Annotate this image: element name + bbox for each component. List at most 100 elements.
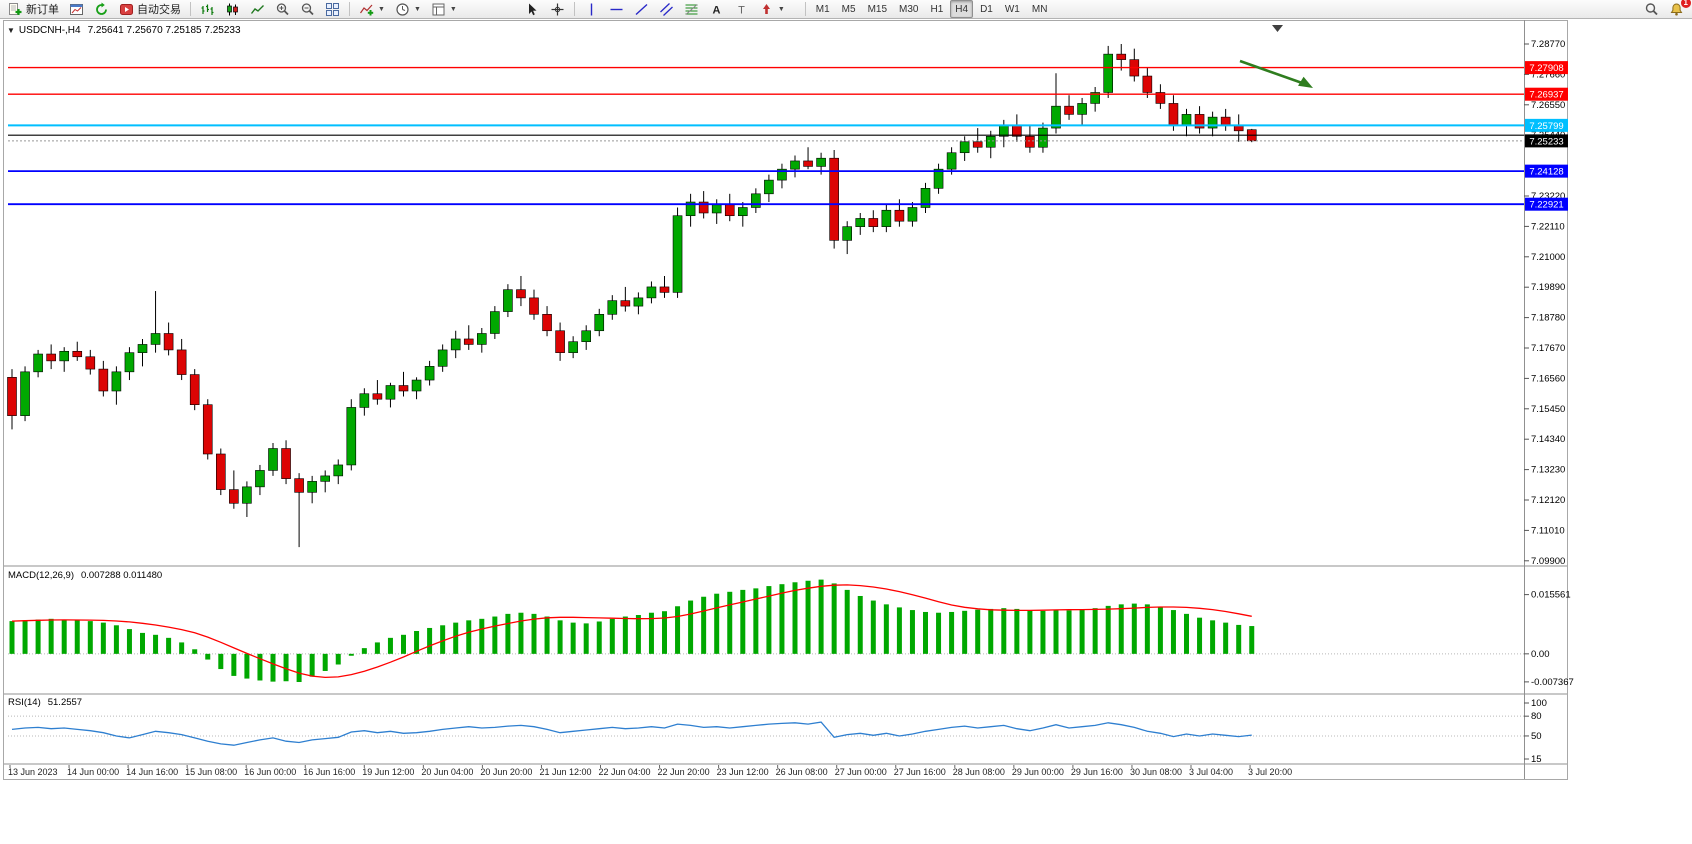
candle — [516, 275, 526, 307]
line-chart-button[interactable] — [246, 0, 269, 18]
timeframe-h4[interactable]: H4 — [950, 0, 974, 18]
price-line-badge[interactable]: 7.25799 — [1525, 118, 1568, 132]
text-button[interactable]: A — [705, 0, 728, 18]
time-axis-label: 23 Jun 12:00 — [717, 767, 769, 777]
arrows-button[interactable]: ▼ — [755, 0, 789, 18]
one-click-trading-toggle-icon[interactable]: ▼ — [7, 26, 15, 35]
macd-bar — [688, 600, 694, 654]
timeframe-m1[interactable]: M1 — [815, 3, 830, 15]
tile-windows-button[interactable] — [321, 0, 344, 18]
candle — [503, 284, 513, 318]
timeframe-m15[interactable]: M15 — [867, 3, 888, 15]
macd-bar — [153, 634, 159, 654]
candle — [20, 366, 30, 422]
price-tick-label: 7.14340 — [1531, 434, 1565, 445]
timeframe-m30[interactable]: M30 — [899, 3, 919, 15]
timeframe-h1[interactable]: H1 — [930, 3, 944, 15]
chart-shift-marker[interactable] — [1272, 25, 1283, 32]
candle — [333, 459, 344, 485]
candlestick-chart-button[interactable] — [221, 0, 244, 18]
crosshair-button[interactable] — [546, 0, 569, 18]
macd-bar — [100, 622, 106, 654]
time-axis-label: 15 Jun 08:00 — [185, 767, 237, 777]
macd-bar — [492, 616, 498, 654]
refresh-button[interactable] — [90, 0, 113, 18]
macd-bar — [1105, 605, 1111, 654]
macd-bar — [596, 621, 602, 654]
new-order-button[interactable]: 新订单 — [4, 0, 63, 18]
svg-text:7.27908: 7.27908 — [1529, 63, 1563, 74]
macd-bar — [414, 631, 420, 654]
timeframe-w1[interactable]: W1 — [1004, 3, 1020, 15]
channel-icon — [659, 2, 674, 17]
candle — [855, 212, 866, 235]
zoom-in-button[interactable] — [271, 0, 294, 18]
price-line-badge[interactable]: 7.24128 — [1525, 164, 1568, 178]
macd-bar — [440, 625, 446, 654]
time-axis-label: 14 Jun 16:00 — [126, 767, 178, 777]
macd-bar — [988, 608, 994, 654]
text-label-icon: T — [734, 2, 749, 17]
macd-bar — [818, 579, 824, 654]
candle — [281, 440, 291, 485]
trendline-button[interactable] — [630, 0, 653, 18]
autotrade-button[interactable]: 自动交易 — [115, 0, 185, 18]
macd-bar — [309, 653, 315, 677]
vertical-line-button[interactable] — [580, 0, 603, 18]
indicators-icon — [359, 2, 374, 17]
candle — [72, 341, 83, 361]
bid-price-badge[interactable]: 7.25233 — [1525, 134, 1568, 148]
toolbar-separator — [349, 2, 350, 16]
candle — [1077, 97, 1087, 126]
indicators-button[interactable]: ▼ — [355, 0, 389, 18]
periods-button[interactable]: ▼ — [391, 0, 425, 18]
macd-bar — [714, 593, 720, 654]
candle — [294, 473, 304, 548]
price-line-badge[interactable]: 7.27908 — [1525, 61, 1568, 75]
search-button[interactable] — [1640, 0, 1663, 18]
price-line-badge[interactable]: 7.26937 — [1525, 87, 1568, 101]
candle — [1116, 44, 1127, 71]
templates-button[interactable]: ▼ — [427, 0, 461, 18]
price-tick-label: 7.18780 — [1531, 313, 1565, 324]
price-tick-label: 7.23220 — [1531, 191, 1565, 202]
vertical-line-icon — [584, 2, 599, 17]
alerts-button[interactable]: 1 — [1665, 0, 1691, 18]
macd-bar — [1197, 617, 1203, 654]
fibonacci-button[interactable] — [680, 0, 703, 18]
candle — [346, 399, 357, 471]
price-tick-label: 7.12120 — [1531, 495, 1565, 506]
price-tick-label: 7.09900 — [1531, 556, 1565, 567]
timeframe-d1[interactable]: D1 — [980, 3, 993, 15]
timeframe-m5[interactable]: M5 — [841, 3, 856, 15]
price-tick-label: 7.26550 — [1531, 100, 1565, 111]
line-chart-icon — [250, 2, 265, 17]
trend-arrow[interactable] — [1239, 59, 1306, 86]
candle — [490, 306, 500, 339]
macd-bar — [1014, 608, 1020, 654]
macd-bar — [113, 625, 119, 654]
chart-window-icon — [69, 2, 84, 17]
price-tick-label: 7.17670 — [1531, 343, 1565, 354]
candle — [255, 464, 265, 496]
time-axis-label: 28 Jun 08:00 — [953, 767, 1005, 777]
horizontal-line-button[interactable] — [605, 0, 628, 18]
timeframe-mn[interactable]: MN — [1031, 3, 1048, 15]
zoom-out-button[interactable] — [296, 0, 319, 18]
channel-button[interactable] — [655, 0, 678, 18]
macd-bar — [531, 613, 537, 654]
time-axis-label: 3 Jul 20:00 — [1248, 767, 1292, 777]
bell-icon — [1669, 2, 1684, 17]
macd-bar — [675, 606, 681, 654]
macd-bar — [635, 615, 641, 654]
cursor-button[interactable] — [521, 0, 544, 18]
bar-chart-button[interactable] — [196, 0, 219, 18]
chevron-down-icon: ▼ — [777, 5, 785, 13]
price-line-badge[interactable]: 7.22921 — [1525, 197, 1568, 211]
candle — [907, 202, 918, 227]
cursor-icon — [525, 2, 540, 17]
svg-text:A: A — [712, 4, 720, 16]
new-chart-button[interactable] — [65, 0, 88, 18]
text-label-button[interactable]: T — [730, 0, 753, 18]
